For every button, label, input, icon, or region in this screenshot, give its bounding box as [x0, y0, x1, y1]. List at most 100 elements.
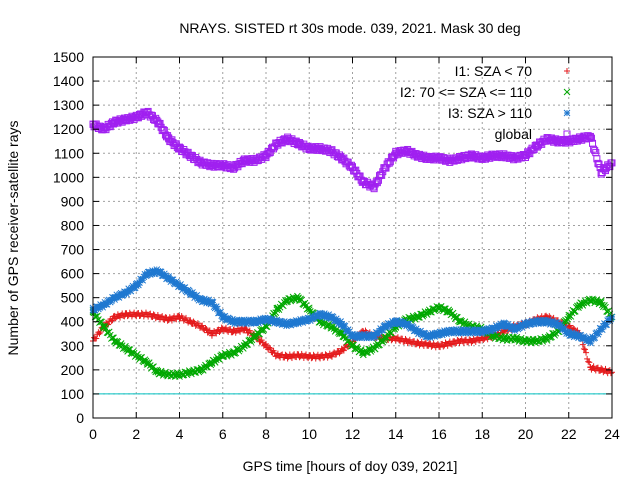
data-point	[327, 323, 335, 330]
data-point	[316, 144, 324, 152]
data-point	[230, 318, 237, 326]
series-mark	[322, 351, 329, 358]
data-point	[132, 113, 140, 121]
data-point	[543, 318, 551, 326]
data-point	[143, 108, 151, 116]
data-point	[522, 337, 529, 345]
series-mark	[591, 147, 599, 155]
data-point	[500, 152, 508, 160]
data-point	[251, 156, 259, 164]
data-point	[457, 328, 464, 335]
data-point	[284, 135, 292, 143]
data-point	[532, 337, 540, 345]
series-2	[89, 266, 616, 347]
series-mark	[99, 322, 107, 330]
data-point	[338, 154, 346, 162]
series-mark	[199, 322, 206, 329]
series-mark	[585, 358, 592, 365]
data-point	[176, 144, 183, 152]
data-point	[273, 306, 281, 314]
data-point	[435, 330, 443, 338]
data-point	[111, 118, 119, 126]
data-point	[435, 154, 443, 162]
data-point	[240, 156, 248, 164]
data-point	[144, 311, 151, 318]
x-tick-label: 16	[431, 426, 447, 442]
data-point	[316, 318, 324, 326]
series-mark	[456, 318, 463, 326]
data-point	[176, 313, 183, 320]
series-mark	[454, 336, 461, 343]
data-point	[327, 352, 334, 359]
data-point	[338, 320, 346, 328]
data-point	[305, 306, 313, 314]
y-tick-label: 1500	[53, 49, 84, 65]
series-mark	[353, 343, 361, 351]
x-tick-label: 0	[89, 426, 97, 442]
data-point	[565, 313, 573, 321]
data-point	[381, 335, 389, 342]
data-point	[543, 335, 551, 342]
data-point	[565, 137, 573, 145]
data-point	[219, 325, 226, 332]
data-point	[122, 344, 129, 352]
data-point	[197, 296, 205, 304]
series-mark	[472, 338, 479, 345]
series-mark	[440, 343, 447, 350]
legend-marker	[563, 130, 571, 138]
series-mark	[328, 353, 335, 360]
series-mark	[437, 344, 444, 351]
data-point	[295, 352, 302, 359]
series-mark	[460, 339, 467, 346]
data-point	[370, 332, 378, 340]
data-point	[111, 294, 118, 302]
series-mark	[570, 325, 577, 332]
series-mark	[452, 340, 459, 347]
data-point	[543, 135, 551, 143]
data-point	[219, 352, 227, 359]
series-mark	[194, 320, 201, 327]
data-point	[100, 125, 108, 133]
series-mark	[243, 341, 250, 349]
y-tick-label: 100	[61, 386, 85, 402]
data-point	[230, 164, 238, 172]
x-tick-label: 22	[561, 426, 577, 442]
data-point	[100, 301, 108, 309]
y-tick-label: 600	[61, 266, 85, 282]
data-point	[597, 169, 605, 177]
data-point	[586, 132, 594, 140]
legend-label: I3: SZA > 110	[448, 105, 532, 121]
legend-label: global	[495, 126, 532, 142]
y-tick-label: 1300	[53, 97, 84, 113]
data-point	[262, 152, 270, 160]
data-point	[262, 315, 270, 323]
series-mark	[109, 317, 116, 324]
data-point	[349, 332, 356, 340]
series-mark	[182, 314, 189, 321]
x-tick-label: 4	[176, 426, 184, 442]
data-point	[500, 320, 508, 328]
data-point	[598, 366, 605, 373]
data-point	[176, 371, 183, 379]
series-mark	[594, 159, 602, 167]
data-point	[295, 294, 302, 302]
data-point	[576, 135, 584, 143]
data-point	[241, 318, 248, 326]
data-point	[208, 330, 215, 337]
series-mark	[235, 347, 243, 355]
data-point	[273, 318, 281, 326]
data-point	[436, 342, 442, 349]
data-point	[219, 313, 227, 321]
data-point	[576, 301, 583, 309]
series-mark	[593, 155, 601, 163]
data-point	[478, 154, 486, 162]
x-tick-label: 12	[345, 426, 361, 442]
data-point	[479, 335, 486, 342]
data-point	[467, 152, 475, 160]
data-point	[338, 330, 346, 338]
data-point	[403, 147, 411, 155]
data-point	[284, 296, 291, 304]
series-mark	[97, 329, 104, 336]
legend-marker	[563, 109, 571, 117]
data-point	[132, 282, 140, 289]
